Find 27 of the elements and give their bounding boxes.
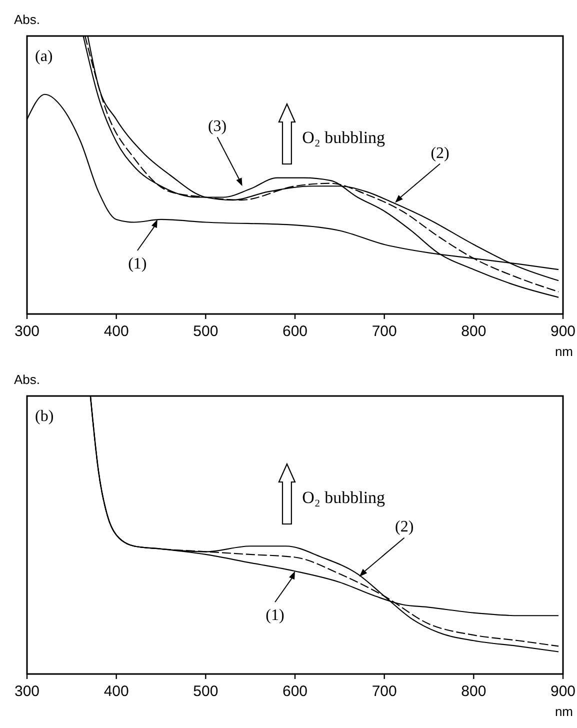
x-tick-label: 900 bbox=[550, 683, 576, 700]
x-tick-label: 700 bbox=[372, 683, 397, 700]
x-tick-label: 300 bbox=[14, 323, 40, 340]
annotation: O₂ bubbling bbox=[302, 488, 386, 507]
x-tick-label: 800 bbox=[461, 323, 486, 340]
annotation: (2) bbox=[394, 518, 414, 536]
annotation: (1) bbox=[266, 607, 284, 624]
x-tick-label: 300 bbox=[14, 683, 40, 700]
text: (b) bbox=[35, 408, 54, 425]
x-axis-title: nm bbox=[554, 344, 573, 359]
annotation: (1) bbox=[128, 255, 147, 272]
x-tick-label: 800 bbox=[461, 683, 486, 700]
text: (a) bbox=[35, 48, 53, 65]
annotation: (3) bbox=[208, 118, 227, 136]
annotation: (2) bbox=[430, 144, 450, 162]
annotation: O₂ bubbling bbox=[302, 128, 386, 147]
y-axis-title: Abs. bbox=[14, 372, 40, 387]
x-tick-label: 900 bbox=[550, 323, 576, 340]
x-tick-label: 400 bbox=[104, 683, 129, 700]
x-tick-label: 600 bbox=[282, 323, 308, 340]
y-axis-title: Abs. bbox=[14, 12, 40, 27]
x-tick-label: 500 bbox=[193, 683, 218, 700]
x-tick-label: 600 bbox=[282, 683, 308, 700]
x-tick-label: 700 bbox=[372, 323, 397, 340]
x-tick-label: 500 bbox=[193, 323, 218, 340]
x-tick-label: 400 bbox=[104, 323, 129, 340]
x-axis-title: nm bbox=[554, 704, 573, 719]
